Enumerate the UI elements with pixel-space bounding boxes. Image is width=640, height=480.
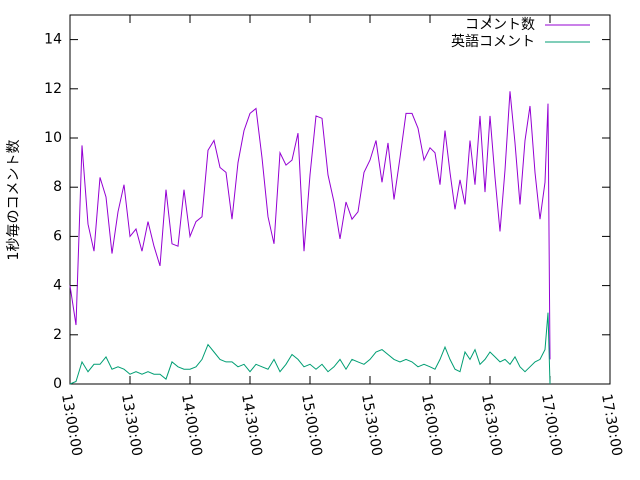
x-tick-label: 13:00:00 xyxy=(58,393,85,458)
y-tick-label: 4 xyxy=(53,278,62,294)
x-tick-label: 15:00:00 xyxy=(298,393,325,458)
x-tick-label: 16:00:00 xyxy=(418,393,445,458)
y-tick-label: 8 xyxy=(53,179,62,195)
x-tick-label: 16:30:00 xyxy=(478,393,505,458)
y-axis-label: 1秒毎のコメント数 xyxy=(6,140,22,261)
x-tick-label: 17:00:00 xyxy=(538,393,565,458)
y-tick-label: 14 xyxy=(44,32,62,48)
x-tick-label: 14:30:00 xyxy=(238,393,265,458)
x-tick-label: 17:30:00 xyxy=(598,393,625,458)
y-tick-label: 0 xyxy=(53,376,62,392)
legend-label: コメント数 xyxy=(465,17,535,33)
series-line xyxy=(69,91,551,360)
x-tick-label: 14:00:00 xyxy=(178,393,205,458)
y-tick-label: 12 xyxy=(44,81,62,97)
y-tick-label: 10 xyxy=(44,130,62,146)
plot-frame xyxy=(69,14,611,385)
legend-label: 英語コメント xyxy=(451,33,535,50)
x-tick-label: 13:30:00 xyxy=(118,393,145,458)
x-tick-label: 15:30:00 xyxy=(358,393,385,458)
series-line xyxy=(69,312,551,385)
y-tick-label: 2 xyxy=(53,327,62,343)
y-tick-label: 6 xyxy=(53,228,62,244)
